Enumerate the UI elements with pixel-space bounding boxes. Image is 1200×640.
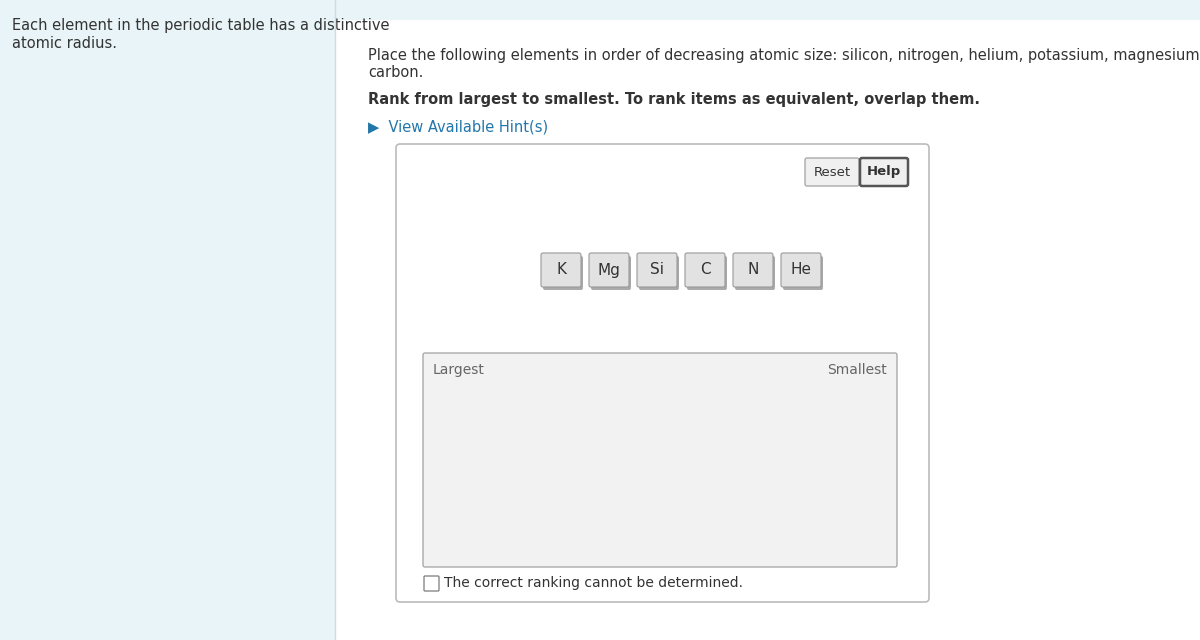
Bar	[0, 0, 335, 640]
FancyBboxPatch shape	[396, 144, 929, 602]
FancyBboxPatch shape	[424, 353, 898, 567]
Text: Si: Si	[650, 262, 664, 278]
Text: Help: Help	[866, 166, 901, 179]
Text: carbon.: carbon.	[368, 65, 424, 80]
Text: The correct ranking cannot be determined.: The correct ranking cannot be determined…	[444, 577, 743, 591]
FancyBboxPatch shape	[589, 253, 629, 287]
Text: N: N	[748, 262, 758, 278]
FancyBboxPatch shape	[542, 256, 583, 290]
FancyBboxPatch shape	[541, 253, 581, 287]
FancyBboxPatch shape	[592, 256, 631, 290]
Text: C: C	[700, 262, 710, 278]
Text: Each element in the periodic table has a distinctive: Each element in the periodic table has a…	[12, 18, 390, 33]
FancyBboxPatch shape	[805, 158, 859, 186]
FancyBboxPatch shape	[860, 158, 908, 186]
Text: Place the following elements in order of decreasing atomic size: silicon, nitrog: Place the following elements in order of…	[368, 48, 1200, 63]
FancyBboxPatch shape	[685, 253, 725, 287]
Bar	[335, 0, 1200, 20]
FancyBboxPatch shape	[424, 576, 439, 591]
FancyBboxPatch shape	[781, 253, 821, 287]
FancyBboxPatch shape	[733, 253, 773, 287]
Text: Largest: Largest	[433, 363, 485, 377]
FancyBboxPatch shape	[784, 256, 823, 290]
FancyBboxPatch shape	[686, 256, 727, 290]
FancyBboxPatch shape	[734, 256, 775, 290]
FancyBboxPatch shape	[637, 253, 677, 287]
Text: He: He	[791, 262, 811, 278]
Text: Mg: Mg	[598, 262, 620, 278]
Text: Smallest: Smallest	[827, 363, 887, 377]
Text: K: K	[556, 262, 566, 278]
Text: ▶  View Available Hint(s): ▶ View Available Hint(s)	[368, 120, 548, 135]
Text: Reset: Reset	[814, 166, 851, 179]
Text: Rank from largest to smallest. To rank items as equivalent, overlap them.: Rank from largest to smallest. To rank i…	[368, 92, 980, 107]
FancyBboxPatch shape	[640, 256, 679, 290]
Text: atomic radius.: atomic radius.	[12, 36, 118, 51]
